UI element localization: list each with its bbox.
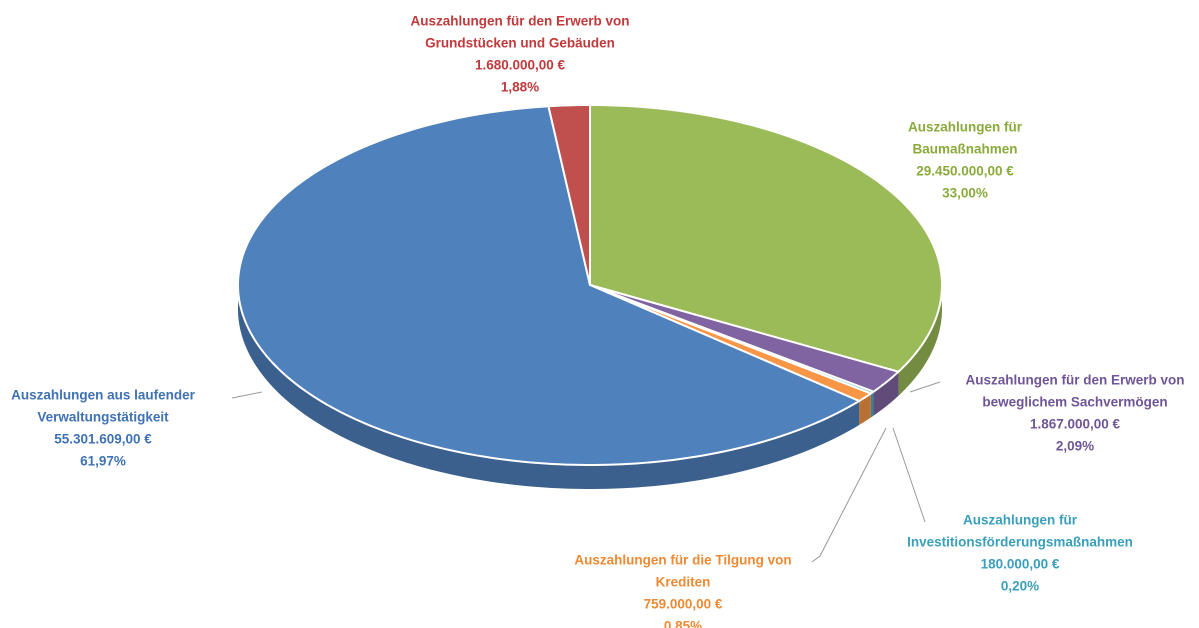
value-label: 1.680.000,00 € <box>475 58 566 73</box>
percent-label: 2,09% <box>1056 439 1094 454</box>
category-label: Auszahlungen für <box>908 120 1023 135</box>
pie-slice <box>237 105 862 466</box>
value-label: 55.301.609,00 € <box>54 432 152 447</box>
category-label: beweglichem Sachvermögen <box>982 395 1167 410</box>
value-label: 1.867.000,00 € <box>1030 417 1121 432</box>
category-label: Verwaltungstätigkeit <box>37 410 169 425</box>
pie-tops <box>237 103 943 466</box>
pie-side-shade <box>238 106 860 489</box>
category-label: Auszahlungen für die Tilgung von <box>574 553 791 568</box>
leader-line <box>231 391 263 399</box>
leader-line <box>892 427 926 523</box>
leader-line <box>909 381 941 393</box>
category-label: Auszahlungen für <box>963 513 1078 528</box>
category-label: Krediten <box>656 575 711 590</box>
pie-side <box>870 391 874 418</box>
pie-slice <box>589 103 943 373</box>
pie-side-shade <box>859 393 871 426</box>
labels: Auszahlungen für Baumaßnahmen 29.450.000,0… <box>11 14 1184 628</box>
pie-slice <box>589 284 901 393</box>
category-label: Auszahlungen für den Erwerb von <box>965 373 1184 388</box>
category-label: Baumaßnahmen <box>912 142 1017 157</box>
percent-label: 0,85% <box>664 619 702 628</box>
percent-label: 61,97% <box>80 454 126 469</box>
percent-label: 0,20% <box>1001 579 1039 594</box>
percent-label: 33,00% <box>942 186 988 201</box>
value-label: 759.000,00 € <box>644 597 723 612</box>
leader-line <box>811 427 887 563</box>
pie-side-shade <box>873 371 899 416</box>
category-label: Auszahlungen für den Erwerb von <box>410 14 629 29</box>
percent-label: 1,88% <box>501 80 539 95</box>
pie-side <box>859 393 871 426</box>
value-label: 29.450.000,00 € <box>916 164 1014 179</box>
pie-slice <box>547 103 591 286</box>
value-label: 180.000,00 € <box>981 557 1060 572</box>
category-label: Grundstücken und Gebäuden <box>425 36 615 51</box>
pie-side <box>238 106 860 489</box>
pie-side-shade <box>870 391 874 418</box>
category-label: Investitionsförderungsmaßnahmen <box>907 535 1133 550</box>
pie-side <box>873 371 899 416</box>
category-label: Auszahlungen aus laufender <box>11 388 196 403</box>
leader-lines <box>231 381 941 563</box>
